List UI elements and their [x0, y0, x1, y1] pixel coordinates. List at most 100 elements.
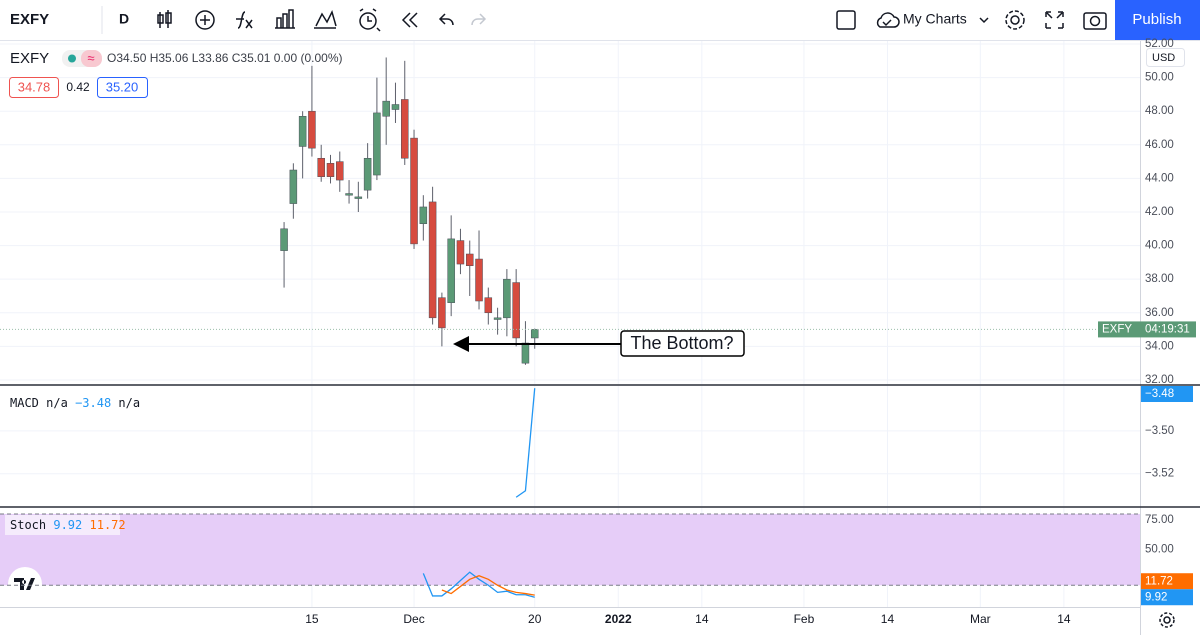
- candle-body: [401, 99, 409, 159]
- candle-body: [484, 297, 493, 314]
- last-value-label: −3.48: [1145, 388, 1174, 400]
- price-tag: [1098, 321, 1196, 338]
- candle-body: [419, 206, 428, 225]
- y-tick-label: 52.00: [1145, 38, 1174, 50]
- my-charts[interactable]: My Charts: [903, 11, 967, 27]
- last-value-box: [1141, 573, 1193, 590]
- status-dot: [68, 54, 76, 63]
- currency-box[interactable]: [1146, 48, 1185, 67]
- x-tick-label: Mar: [970, 612, 991, 626]
- x-tick-label: Feb: [794, 612, 815, 626]
- last-value-label: 9.92: [1145, 591, 1167, 603]
- candle-body: [308, 110, 316, 149]
- candle-body: [391, 104, 400, 110]
- candle-body: [530, 329, 539, 339]
- ohlc: O34.50 H35.06 L33.86 C35.01 0.00 (0.00%): [107, 51, 343, 65]
- candle-body: [447, 238, 455, 303]
- legend-item: 9.92: [53, 518, 82, 532]
- ask: 35.20: [106, 79, 139, 94]
- x-tick-label: 20: [528, 612, 542, 626]
- candle-body: [317, 157, 325, 177]
- price-tag-time: 04:19:31: [1145, 323, 1190, 335]
- y-tick-label: 44.00: [1145, 172, 1174, 184]
- legend-item: MACD: [10, 396, 39, 410]
- candle-body: [512, 282, 520, 339]
- x-tick-label: 15: [305, 612, 319, 626]
- y-tick-label: 38.00: [1145, 273, 1174, 285]
- annotation: The Bottom?: [630, 333, 733, 353]
- y-tick-label: 32.00: [1145, 374, 1174, 386]
- toolbar: [0, 0, 1200, 40]
- candle-body: [298, 116, 307, 147]
- candle-body: [345, 193, 353, 196]
- x-tick-label: Dec: [403, 612, 424, 626]
- legend-item: 11.72: [90, 518, 126, 532]
- indicator-legend: MACD n/a −3.48 n/a: [10, 396, 140, 410]
- legend-item: n/a: [46, 396, 68, 410]
- x-tick-label: 14: [1057, 612, 1071, 626]
- x-tick-label: 14: [881, 612, 895, 626]
- candle-body: [373, 112, 381, 176]
- candle-body: [438, 297, 446, 329]
- candle-body: [363, 157, 372, 191]
- status-icon: ≈: [87, 50, 94, 65]
- candle-body: [336, 161, 344, 181]
- currency[interactable]: USD: [1152, 52, 1175, 64]
- annotation-box: [620, 330, 745, 357]
- candle-body: [354, 196, 363, 199]
- legend-item: n/a: [118, 396, 140, 410]
- publish-button[interactable]: [1115, 0, 1200, 40]
- y-tick-label: 36.00: [1145, 307, 1174, 319]
- last-value-box: [1141, 386, 1193, 402]
- candle-body: [465, 253, 474, 266]
- annotation-arrowhead: [453, 336, 469, 352]
- y-tick-label: 48.00: [1145, 105, 1174, 117]
- y-tick-label: −3.52: [1145, 468, 1174, 480]
- candle-body: [521, 342, 530, 364]
- chart-symbol: EXFY: [10, 50, 49, 67]
- interval[interactable]: D: [119, 11, 129, 27]
- y-tick-label: 50.00: [1145, 544, 1174, 556]
- spread: 0.42: [66, 80, 90, 94]
- indicator-line: [422, 571, 535, 598]
- y-tick-label: 50.00: [1145, 72, 1174, 84]
- candle-body: [289, 169, 298, 204]
- candle-body: [410, 137, 418, 245]
- x-tick-label: 14: [695, 612, 709, 626]
- candle-body: [456, 240, 465, 265]
- indicator-line: [515, 388, 536, 498]
- candle-body: [475, 258, 483, 302]
- last-value-label: 11.72: [1145, 575, 1173, 587]
- x-tick-label: 2022: [605, 612, 632, 626]
- price-tag-symbol: EXFY: [1102, 323, 1132, 335]
- bid-box: [9, 77, 59, 98]
- logo[interactable]: [8, 567, 42, 601]
- y-tick-label: 75.00: [1145, 514, 1174, 526]
- legend-item: −3.48: [75, 396, 111, 410]
- toolbar-icons[interactable]: [157, 8, 1107, 32]
- candle-body: [503, 278, 511, 319]
- candle-body: [280, 228, 288, 251]
- legend-item: Stoch: [10, 518, 46, 532]
- settings-icon[interactable]: [1159, 612, 1175, 628]
- status-badge-2: [81, 50, 102, 67]
- indicator-line: [441, 575, 535, 596]
- symbol[interactable]: EXFY: [10, 11, 49, 28]
- stoch-band: [0, 513, 1140, 586]
- legend-bg: [5, 515, 120, 535]
- candle-body: [428, 201, 437, 319]
- y-tick-label: −3.50: [1145, 425, 1174, 437]
- y-tick-label: 34.00: [1145, 340, 1174, 352]
- y-tick-label: 42.00: [1145, 206, 1174, 218]
- publish-label[interactable]: Publish: [1132, 11, 1181, 28]
- last-value-box: [1141, 589, 1193, 606]
- y-tick-label: 40.00: [1145, 240, 1174, 252]
- indicator-legend: Stoch 9.92 11.72: [10, 518, 126, 532]
- candle-body: [326, 163, 335, 177]
- y-tick-label: 46.00: [1145, 139, 1174, 151]
- candle-body: [382, 100, 390, 117]
- logo-mark: [14, 578, 35, 590]
- ask-box: [97, 77, 148, 98]
